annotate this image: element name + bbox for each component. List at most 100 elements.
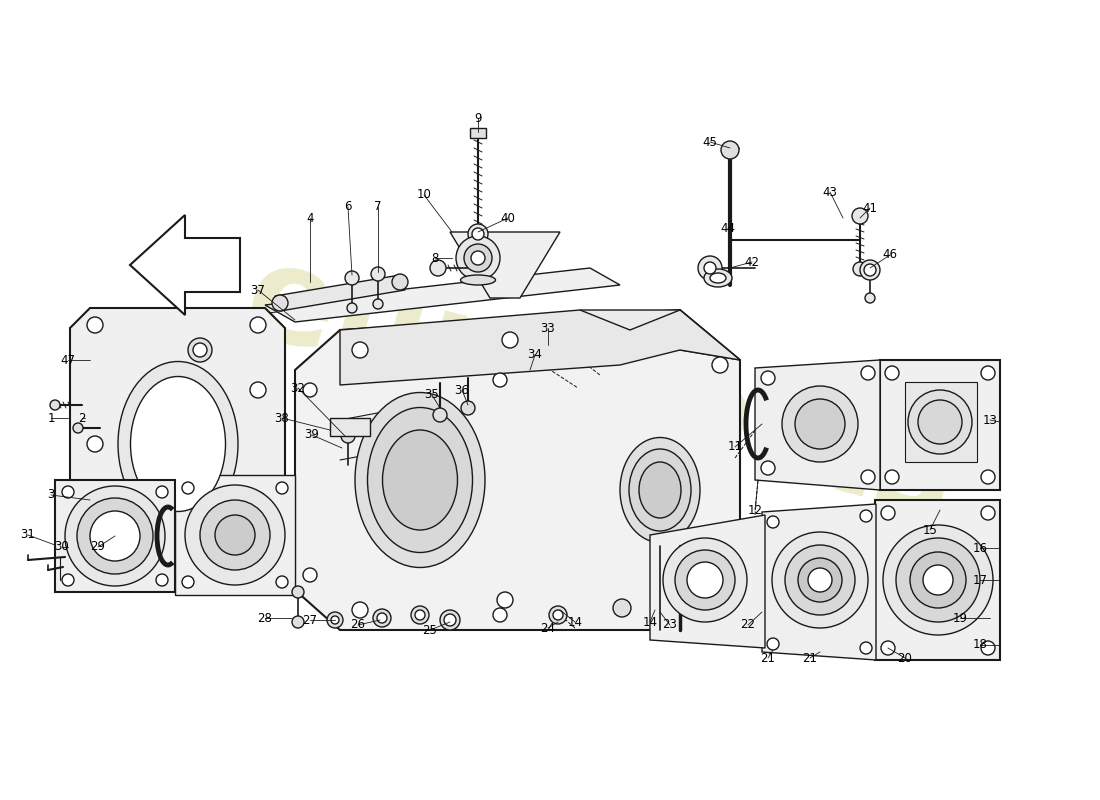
Circle shape [456,236,501,280]
Circle shape [613,599,631,617]
Circle shape [981,506,996,520]
Ellipse shape [383,430,458,530]
Bar [470,128,486,138]
Text: 20: 20 [898,651,912,665]
Text: 21: 21 [760,651,775,665]
Circle shape [62,574,74,586]
Text: 33: 33 [540,322,556,334]
Circle shape [883,525,993,635]
Text: 37: 37 [251,283,265,297]
Text: 9: 9 [474,111,482,125]
Polygon shape [175,475,295,595]
Circle shape [276,576,288,588]
Circle shape [292,616,304,628]
Circle shape [77,498,153,574]
Text: 38: 38 [275,411,289,425]
Text: 13: 13 [982,414,998,426]
Text: 14: 14 [642,615,658,629]
Circle shape [50,400,60,410]
Text: 8: 8 [431,251,439,265]
Text: europarts: europarts [231,234,969,546]
Text: 4: 4 [306,211,313,225]
Circle shape [881,506,895,520]
Polygon shape [755,360,880,490]
Circle shape [341,429,355,443]
Text: 12: 12 [748,503,762,517]
Text: 25: 25 [422,623,438,637]
Text: 46: 46 [882,249,898,262]
Circle shape [327,612,343,628]
Ellipse shape [704,269,732,287]
Ellipse shape [131,377,226,511]
Circle shape [156,574,168,586]
Polygon shape [295,310,740,630]
Polygon shape [70,308,285,580]
Circle shape [493,373,507,387]
Text: 34: 34 [528,349,542,362]
Circle shape [761,371,776,385]
Circle shape [87,436,103,452]
Circle shape [471,251,485,265]
Text: 22: 22 [740,618,756,631]
Ellipse shape [639,462,681,518]
Circle shape [185,485,285,585]
Polygon shape [762,504,876,660]
Circle shape [90,511,140,561]
Circle shape [62,486,74,498]
Circle shape [377,613,387,623]
Circle shape [852,208,868,224]
Circle shape [182,576,194,588]
Ellipse shape [461,275,495,285]
Circle shape [411,606,429,624]
Circle shape [182,482,194,494]
Circle shape [415,610,425,620]
Polygon shape [650,515,764,648]
Circle shape [302,568,317,582]
Circle shape [663,538,747,622]
Circle shape [981,366,996,380]
Text: 32: 32 [290,382,306,394]
Polygon shape [874,500,1000,660]
Circle shape [981,470,996,484]
Circle shape [433,408,447,422]
Circle shape [346,303,358,313]
Circle shape [808,568,832,592]
Circle shape [923,565,953,595]
Circle shape [704,262,716,274]
Text: 23: 23 [662,618,678,631]
Circle shape [250,317,266,333]
Circle shape [192,343,207,357]
Circle shape [250,555,266,571]
Polygon shape [55,480,175,592]
Text: 29: 29 [90,541,106,554]
Polygon shape [340,310,740,385]
Circle shape [497,592,513,608]
Circle shape [493,608,507,622]
Circle shape [210,520,230,540]
Circle shape [352,342,368,358]
Circle shape [292,586,304,598]
Text: 35: 35 [425,389,439,402]
Text: 19: 19 [953,611,968,625]
Text: 40: 40 [500,211,516,225]
Circle shape [852,262,867,276]
Ellipse shape [629,449,691,531]
Circle shape [464,244,492,272]
Text: 24: 24 [540,622,556,634]
Circle shape [331,616,339,624]
Ellipse shape [367,407,473,553]
Ellipse shape [355,393,485,567]
Text: 10: 10 [417,189,431,202]
Polygon shape [130,215,240,315]
Circle shape [896,538,980,622]
Circle shape [712,357,728,373]
Circle shape [767,516,779,528]
Circle shape [772,532,868,628]
Ellipse shape [620,438,700,542]
Text: 43: 43 [823,186,837,198]
Text: 39: 39 [305,429,319,442]
Circle shape [549,606,566,624]
Circle shape [188,338,212,362]
Circle shape [861,470,875,484]
Circle shape [860,510,872,522]
